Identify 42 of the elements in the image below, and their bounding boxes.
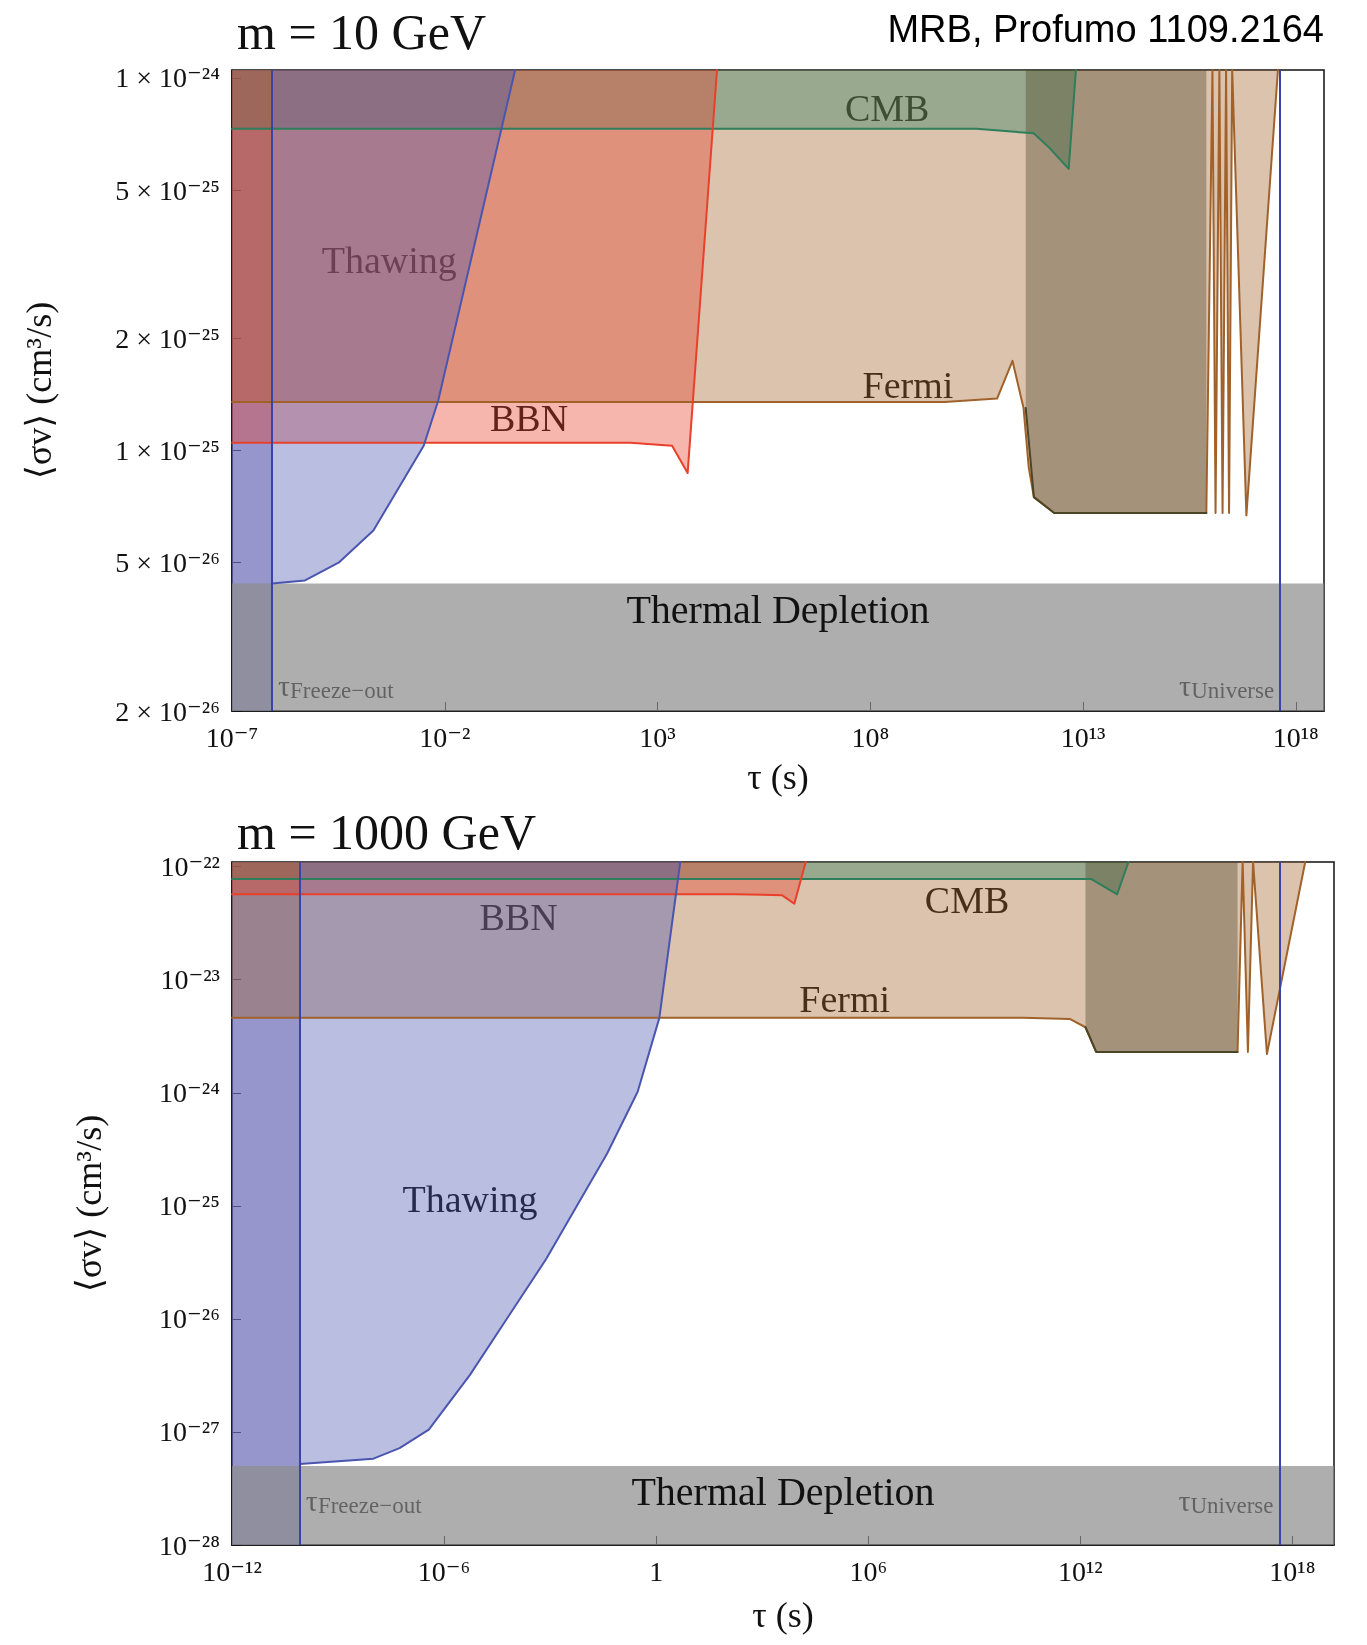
x-tick-label: 10⁸ — [851, 721, 890, 753]
series-label: CMB — [924, 878, 1010, 921]
ref-line-label: τUniverse — [1178, 1483, 1274, 1518]
series-label: Thawing — [402, 1177, 538, 1220]
y-tick-label: 10⁻²³ — [160, 964, 220, 996]
x-tick-label: 10¹⁸ — [1269, 1555, 1316, 1587]
x-tick-label: 10¹⁸ — [1272, 721, 1319, 753]
ref-line-label: τFreeze−out — [305, 1483, 423, 1518]
x-axis-title: τ (s) — [752, 1595, 814, 1635]
y-axis-title: ⟨σv⟩ (cm³/s) — [19, 301, 59, 480]
series-label: Thawing — [321, 239, 457, 282]
x-tick-label: 10⁻⁶ — [417, 1555, 471, 1587]
y-tick-label: 10⁻²⁶ — [159, 1303, 220, 1335]
y-tick-label: 1 × 10⁻²⁴ — [115, 62, 220, 94]
series-label: Fermi — [862, 363, 954, 406]
band-label: Thermal Depletion — [631, 1469, 935, 1515]
series-label: BBN — [489, 397, 569, 440]
x-tick-label: 1 — [649, 1555, 664, 1587]
y-tick-label: 10⁻²⁷ — [159, 1416, 220, 1448]
y-tick-label: 5 × 10⁻²⁵ — [115, 174, 220, 206]
x-tick-label: 10¹² — [1057, 1555, 1103, 1587]
band-label: Thermal Depletion — [626, 586, 930, 632]
chart-title: m = 10 GeV — [237, 4, 486, 60]
y-tick-label: 10⁻²² — [160, 851, 220, 883]
chart-title: m = 1000 GeV — [237, 804, 536, 860]
y-tick-label: 2 × 10⁻²⁵ — [115, 322, 220, 354]
series-label: Fermi — [799, 977, 891, 1020]
series-label: CMB — [844, 87, 930, 130]
y-tick-label: 10⁻²⁵ — [159, 1190, 220, 1222]
y-tick-label: 1 × 10⁻²⁵ — [115, 435, 220, 467]
x-axis-title: τ (s) — [747, 757, 809, 797]
x-tick-label: 10⁶ — [849, 1555, 888, 1587]
ref-line-label: τFreeze−out — [277, 668, 395, 703]
ref-line-label: τUniverse — [1179, 668, 1275, 703]
x-tick-label: 10¹³ — [1060, 721, 1106, 753]
series-label: BBN — [479, 896, 558, 939]
y-tick-label: 10⁻²⁴ — [159, 1077, 220, 1109]
y-tick-label: 5 × 10⁻²⁶ — [115, 547, 220, 579]
x-tick-label: 10³ — [639, 721, 676, 753]
y-axis-title: ⟨σv⟩ (cm³/s) — [69, 1114, 109, 1293]
x-tick-label: 10⁻² — [419, 721, 471, 753]
text: MRB, Profumo 1109.2164 — [887, 8, 1325, 50]
